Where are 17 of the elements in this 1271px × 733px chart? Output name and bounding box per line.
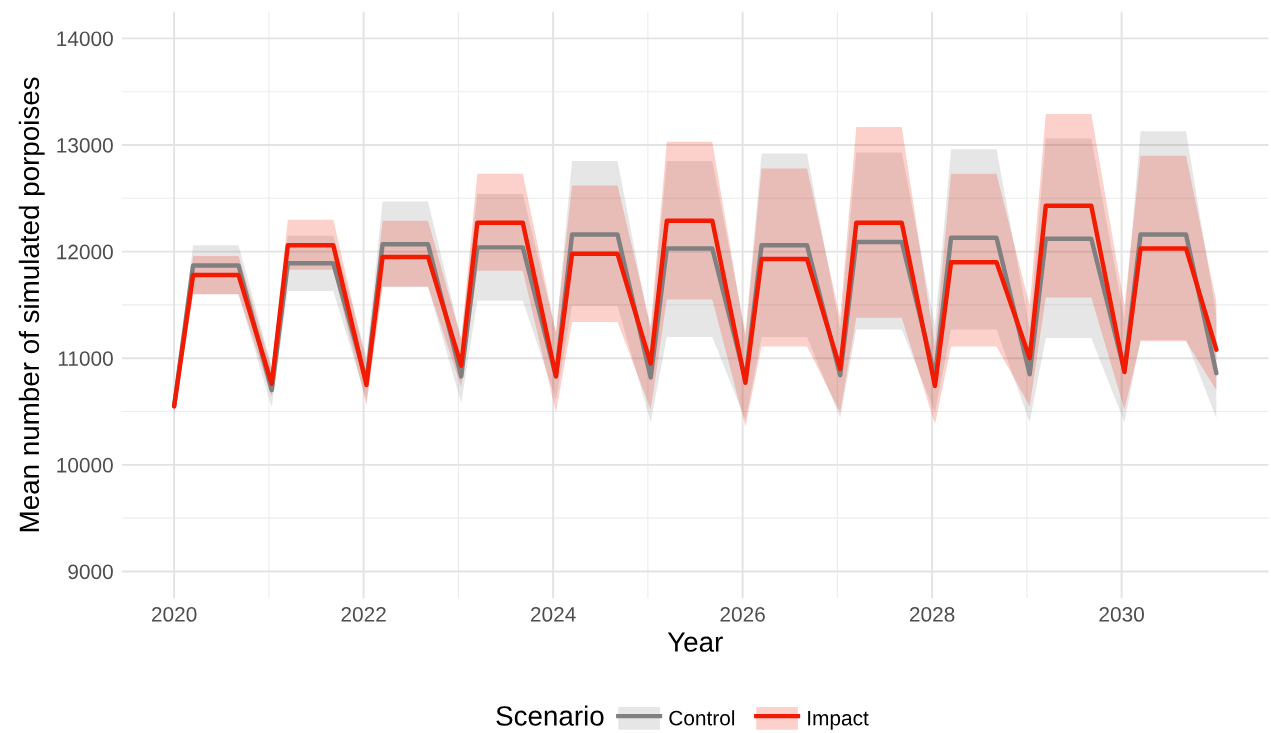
y-tick-label: 9000 xyxy=(68,564,113,580)
legend-title: Scenario xyxy=(496,705,604,726)
x-tick-label: 2030 xyxy=(1099,607,1144,622)
y-tick-label: 14000 xyxy=(57,31,113,47)
legend-label: Control xyxy=(669,710,735,726)
y-tick-label: 13000 xyxy=(57,138,113,153)
x-tick-label: 2024 xyxy=(530,607,576,622)
x-tick-label: 2020 xyxy=(152,607,197,622)
legend-label: Impact xyxy=(808,710,869,730)
y-tick-label: 11000 xyxy=(58,351,113,366)
x-tick-label: 2026 xyxy=(720,607,765,622)
x-axis-title: Year xyxy=(667,632,723,652)
x-tick-label: 2028 xyxy=(909,607,955,622)
x-tick-label: 2022 xyxy=(341,607,386,622)
y-axis-title: Mean number of simulated porpoises xyxy=(18,77,45,532)
y-tick-label: 10000 xyxy=(57,457,113,473)
y-tick-label: 12000 xyxy=(57,244,113,260)
